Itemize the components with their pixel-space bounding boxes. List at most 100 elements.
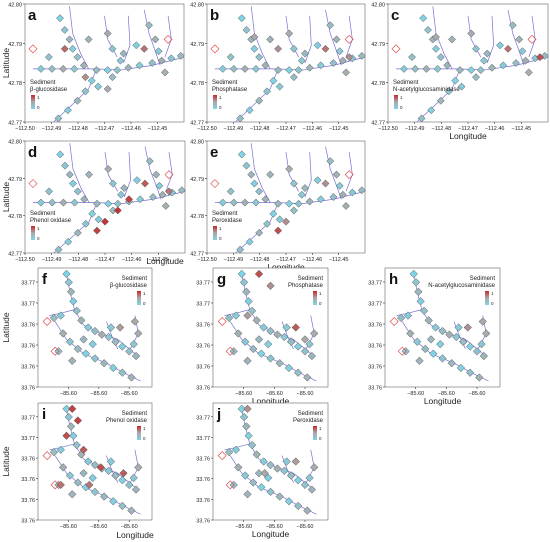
sample-point <box>263 219 271 228</box>
sample-point <box>64 412 73 422</box>
legend-min-label: 0 <box>319 301 322 306</box>
panel-frame <box>24 140 186 254</box>
sample-point <box>109 363 118 373</box>
sample-point <box>284 363 294 373</box>
y-tick-label: 33.76 <box>196 386 210 392</box>
y-tick-label: 42.79 <box>190 42 204 48</box>
sample-point <box>90 326 100 336</box>
sample-point <box>432 44 440 53</box>
sample-point <box>280 466 289 476</box>
sample-point <box>90 487 100 497</box>
legend-colorbar <box>485 291 489 305</box>
sample-point <box>287 471 296 480</box>
sample-point <box>249 478 258 487</box>
legend-max-label: 1 <box>400 95 403 100</box>
stream-line <box>143 9 161 66</box>
missing-sample-marker <box>163 34 173 44</box>
sample-point <box>266 326 275 336</box>
sample-point <box>59 64 68 73</box>
sample-point <box>109 179 117 188</box>
x-tick-label: −85.60 <box>297 524 314 530</box>
legend-colorbar <box>313 291 317 305</box>
sample-point <box>241 471 250 480</box>
y-tick-label: 42.79 <box>190 177 204 183</box>
sample-point <box>176 51 185 60</box>
panel-letter: i <box>42 406 46 423</box>
sample-point-high <box>463 323 472 332</box>
x-tick-label: −85.60 <box>121 391 138 397</box>
x-tick-label: −112.50 <box>378 126 398 132</box>
sample-point <box>99 359 109 368</box>
x-tick-label: −112.47 <box>458 126 478 132</box>
sample-point <box>411 278 421 287</box>
y-tick-label: 33.77 <box>21 302 35 308</box>
y-tick-label: 33.76 <box>21 344 35 350</box>
sample-point <box>259 457 268 466</box>
sample-point <box>231 311 241 320</box>
x-tick-label: −85.60 <box>266 524 283 530</box>
sample-point <box>289 206 298 215</box>
stream-line <box>250 6 271 70</box>
sample-point <box>245 237 254 246</box>
y-tick-label: 33.76 <box>196 344 210 350</box>
sample-point <box>218 198 227 207</box>
sample-point <box>259 323 268 332</box>
sample-point <box>134 329 143 338</box>
sample-point <box>65 337 75 346</box>
legend-title: Sediment <box>30 211 56 217</box>
legend-min-label: 0 <box>37 105 40 110</box>
sample-point <box>56 445 65 454</box>
legend-max-label: 1 <box>37 95 40 100</box>
legend-colorbar <box>313 426 317 440</box>
sample-point <box>254 469 264 478</box>
sample-point <box>293 476 303 485</box>
x-tick-label: −112.45 <box>148 126 168 132</box>
sample-point <box>261 195 270 204</box>
sample-point <box>240 198 249 207</box>
missing-sample-marker <box>391 44 401 54</box>
legend-colorbar <box>137 426 141 440</box>
legend-min-label: 0 <box>491 301 494 306</box>
sample-point <box>274 66 283 75</box>
sample-point <box>429 349 438 358</box>
sample-point <box>275 82 284 91</box>
sample-point-high <box>81 73 90 82</box>
sample-point <box>73 344 83 354</box>
panel-letter: j <box>216 406 221 423</box>
sample-point <box>94 82 103 91</box>
sample-point <box>49 313 59 323</box>
sample-point <box>65 35 74 44</box>
sample-point <box>289 73 298 82</box>
legend-title: Sediment <box>393 80 419 86</box>
panel-frame <box>206 3 366 123</box>
y-tick-label: 33.77 <box>368 281 382 287</box>
sample-point <box>154 47 163 56</box>
sample-point <box>59 198 68 207</box>
sample-point <box>108 44 117 53</box>
sample-point <box>257 483 266 492</box>
stream-line <box>345 152 353 192</box>
legend-max-label: 1 <box>143 426 146 431</box>
sample-point <box>273 330 282 339</box>
sample-point <box>266 460 275 470</box>
legend-max-label: 1 <box>219 226 222 231</box>
stream-line <box>123 152 131 198</box>
sample-point <box>104 165 113 173</box>
sample-point <box>274 199 283 208</box>
sample-point <box>120 184 129 192</box>
x-axis-title: Longitude <box>252 529 290 539</box>
legend-max-label: 1 <box>37 226 40 231</box>
sample-point <box>348 188 357 197</box>
sample-point <box>250 179 259 188</box>
sample-point <box>242 422 251 431</box>
y-tick-label: 33.76 <box>21 457 35 463</box>
sample-point <box>413 337 422 346</box>
y-tick-label: 42.77 <box>8 121 22 127</box>
sample-point-high <box>141 179 149 188</box>
sample-point <box>273 464 282 473</box>
sample-point <box>69 297 78 306</box>
stream-line <box>528 15 536 58</box>
y-tick-label: 42.80 <box>190 140 204 146</box>
legend-subtitle: β-glucosidase <box>110 283 148 289</box>
sample-point <box>338 190 347 199</box>
